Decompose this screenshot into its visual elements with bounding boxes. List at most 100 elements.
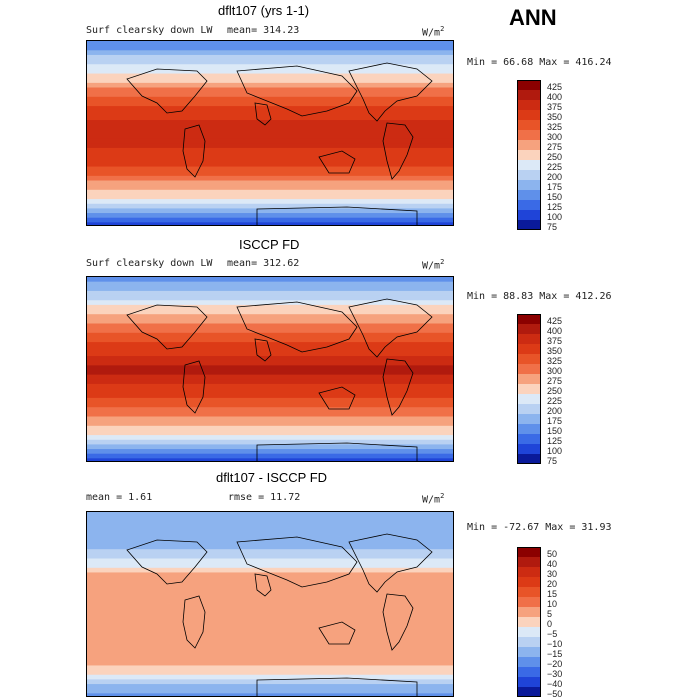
- mean-label: mean = 1.61: [86, 492, 153, 503]
- zonal-band: [87, 106, 453, 112]
- zonal-band: [87, 194, 453, 200]
- zonal-band: [87, 213, 453, 219]
- colorbar-tick-label: 400: [547, 326, 563, 336]
- coastline: [382, 122, 414, 180]
- coastline: [318, 386, 356, 410]
- zonal-band: [87, 516, 453, 522]
- zonal-band: [87, 600, 453, 606]
- colorbar-tick-label: 325: [547, 122, 563, 132]
- colorbar-swatch: [517, 667, 541, 677]
- colorbar-tick-label: 275: [547, 376, 563, 386]
- coastline: [182, 124, 206, 178]
- zonal-band: [87, 96, 453, 103]
- zonal-band: [87, 674, 453, 680]
- zonal-band: [87, 609, 453, 615]
- colorbar-tick-label: 150: [547, 192, 563, 202]
- colorbar-frame: [517, 314, 541, 464]
- zonal-band: [87, 203, 453, 209]
- zonal-band: [87, 351, 453, 357]
- zonal-band: [87, 656, 453, 662]
- colorbar-swatch: [517, 374, 541, 384]
- zonal-band: [87, 618, 453, 625]
- zonal-band: [87, 688, 453, 694]
- zonal-band: [87, 314, 453, 320]
- colorbar-swatch: [517, 394, 541, 404]
- zonal-band: [87, 693, 453, 696]
- colorbar-swatch: [517, 130, 541, 140]
- coastline: [182, 360, 206, 414]
- colorbar-swatch: [517, 120, 541, 130]
- zonal-band: [87, 323, 453, 329]
- panel-title: dflt107 - ISCCP FD: [216, 470, 328, 485]
- zonal-band: [87, 453, 453, 459]
- colorbar-tick-label: −50: [547, 689, 563, 699]
- contour-map: [87, 512, 453, 696]
- zonal-band: [87, 171, 453, 177]
- zonal-band: [87, 129, 453, 135]
- colorbar-tick-label: 125: [547, 202, 563, 212]
- zonal-band: [87, 535, 453, 541]
- colorbar-swatch: [517, 434, 541, 444]
- zonal-band: [87, 356, 453, 362]
- colorbar-swatch: [517, 364, 541, 374]
- units-label: W/m2: [422, 492, 445, 506]
- zonal-band: [87, 521, 453, 527]
- zonal-band: [87, 277, 453, 283]
- zonal-band: [87, 222, 453, 225]
- zonal-band: [87, 115, 453, 121]
- zonal-band: [87, 684, 453, 690]
- zonal-band: [87, 407, 453, 413]
- zonal-band: [87, 581, 453, 587]
- zonal-band: [87, 458, 453, 461]
- colorbar-tick-label: 275: [547, 142, 563, 152]
- colorbar-frame: [517, 547, 541, 697]
- colorbar-tick-label: 75: [547, 456, 558, 466]
- rmse-label: rmse = 11.72: [228, 492, 301, 503]
- zonal-band: [87, 549, 453, 555]
- colorbar-swatch: [517, 547, 541, 557]
- colorbar-swatch: [517, 334, 541, 344]
- colorbar-swatch: [517, 180, 541, 190]
- zonal-band: [87, 370, 453, 376]
- colorbar-swatch: [517, 200, 541, 210]
- colorbar: 50 40 30 20 15 10 5 0 −5 −10 −15 −20 −30 −40 −50: [517, 547, 562, 699]
- coastline: [182, 595, 206, 649]
- colorbar-tick-label: 5: [547, 609, 553, 619]
- zonal-band: [87, 632, 453, 639]
- zonal-band: [87, 544, 453, 550]
- map-plot: [86, 511, 454, 697]
- colorbar-swatch: [517, 657, 541, 667]
- coastline: [236, 301, 358, 353]
- zonal-band: [87, 530, 453, 536]
- colorbar-swatch: [517, 384, 541, 394]
- zonal-band: [87, 73, 453, 79]
- zonal-band: [87, 665, 453, 671]
- zonal-band: [87, 189, 453, 196]
- zonal-band: [87, 175, 453, 182]
- zonal-band: [87, 120, 453, 126]
- colorbar-swatch: [517, 100, 541, 110]
- colorbar-tick-label: 100: [547, 212, 563, 222]
- colorbar-tick-label: 250: [547, 152, 563, 162]
- colorbar-tick-label: 225: [547, 162, 563, 172]
- colorbar-swatch: [517, 110, 541, 120]
- zonal-band: [87, 59, 453, 65]
- zonal-band: [87, 439, 453, 445]
- contour-map: [87, 277, 453, 461]
- zonal-band: [87, 166, 453, 172]
- zonal-band: [87, 679, 453, 685]
- colorbar-swatch: [517, 597, 541, 607]
- colorbar-swatch: [517, 220, 541, 230]
- zonal-band: [87, 147, 453, 154]
- zonal-band: [87, 54, 453, 61]
- zonal-band: [87, 416, 453, 422]
- colorbar-swatch: [517, 190, 541, 200]
- zonal-band: [87, 444, 453, 450]
- map-plot: [86, 40, 454, 226]
- colorbar-tick-label: 175: [547, 182, 563, 192]
- colorbar-swatch: [517, 170, 541, 180]
- zonal-band: [87, 281, 453, 287]
- coastline: [256, 677, 418, 696]
- zonal-band: [87, 318, 453, 325]
- zonal-band: [87, 360, 453, 366]
